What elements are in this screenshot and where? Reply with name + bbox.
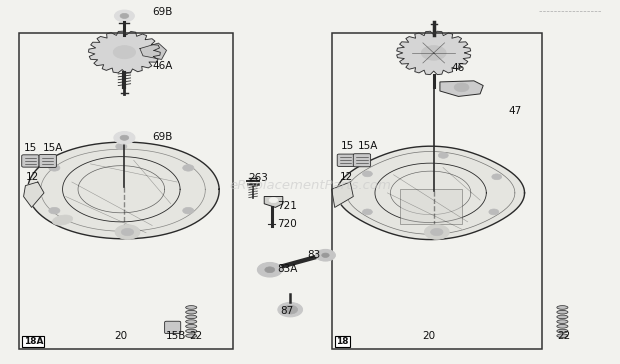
Circle shape <box>422 46 446 60</box>
Bar <box>332 33 542 349</box>
Text: 69B: 69B <box>153 132 172 142</box>
Circle shape <box>183 165 194 171</box>
Text: 15A: 15A <box>358 141 379 151</box>
Text: 15A: 15A <box>43 143 63 153</box>
Circle shape <box>426 228 436 234</box>
Circle shape <box>322 253 329 257</box>
Text: 721: 721 <box>277 201 297 210</box>
Circle shape <box>269 198 278 203</box>
Bar <box>19 33 232 349</box>
Circle shape <box>122 229 134 236</box>
Circle shape <box>49 207 60 214</box>
Ellipse shape <box>557 334 568 337</box>
Polygon shape <box>397 31 471 75</box>
Text: 22: 22 <box>557 331 570 341</box>
Polygon shape <box>28 142 219 239</box>
Ellipse shape <box>557 325 568 328</box>
FancyBboxPatch shape <box>39 154 56 167</box>
Text: 15: 15 <box>341 141 354 151</box>
Circle shape <box>427 226 448 238</box>
Circle shape <box>438 153 448 158</box>
Circle shape <box>114 132 135 144</box>
Ellipse shape <box>557 320 568 324</box>
Ellipse shape <box>185 306 197 309</box>
Text: 83A: 83A <box>277 264 298 274</box>
FancyBboxPatch shape <box>353 154 371 167</box>
Circle shape <box>492 174 502 180</box>
Polygon shape <box>89 31 161 73</box>
Text: 12: 12 <box>340 171 353 182</box>
Text: 720: 720 <box>277 219 297 229</box>
Circle shape <box>257 262 282 277</box>
Circle shape <box>265 267 275 273</box>
Text: 47: 47 <box>508 106 521 116</box>
Ellipse shape <box>185 320 197 324</box>
Polygon shape <box>440 81 483 96</box>
Circle shape <box>116 143 127 150</box>
Text: 18A: 18A <box>24 337 43 346</box>
FancyBboxPatch shape <box>22 155 39 167</box>
Circle shape <box>283 305 298 314</box>
FancyBboxPatch shape <box>337 154 355 166</box>
Ellipse shape <box>557 329 568 333</box>
Circle shape <box>425 225 449 239</box>
Circle shape <box>115 10 135 22</box>
Ellipse shape <box>557 310 568 314</box>
Ellipse shape <box>185 329 197 333</box>
Bar <box>400 189 461 224</box>
FancyBboxPatch shape <box>165 321 180 333</box>
Ellipse shape <box>185 325 197 328</box>
Text: 15B: 15B <box>166 331 186 341</box>
Ellipse shape <box>557 306 568 309</box>
Ellipse shape <box>53 215 73 225</box>
Ellipse shape <box>185 315 197 319</box>
Text: 46A: 46A <box>153 61 172 71</box>
Circle shape <box>363 209 373 215</box>
Text: 87: 87 <box>280 306 293 316</box>
Text: 20: 20 <box>114 331 127 341</box>
Circle shape <box>116 229 127 235</box>
Polygon shape <box>337 146 525 240</box>
Circle shape <box>117 226 139 238</box>
Circle shape <box>120 13 129 19</box>
Text: 46: 46 <box>451 63 464 73</box>
Circle shape <box>363 171 373 177</box>
Ellipse shape <box>557 315 568 319</box>
Ellipse shape <box>185 334 197 337</box>
Polygon shape <box>332 182 353 207</box>
Circle shape <box>115 225 140 239</box>
Text: 20: 20 <box>423 331 436 341</box>
Circle shape <box>278 302 303 317</box>
Circle shape <box>454 83 469 92</box>
Circle shape <box>489 209 499 215</box>
Polygon shape <box>264 197 283 207</box>
Text: 18: 18 <box>336 337 348 346</box>
Text: 69B: 69B <box>153 7 172 17</box>
Circle shape <box>431 229 443 236</box>
Circle shape <box>113 46 136 59</box>
Text: eReplacementParts.com: eReplacementParts.com <box>229 179 391 192</box>
Ellipse shape <box>185 310 197 314</box>
Text: 263: 263 <box>248 173 268 183</box>
Circle shape <box>120 135 129 140</box>
Circle shape <box>183 207 194 214</box>
Text: 83: 83 <box>307 250 320 260</box>
Polygon shape <box>24 182 44 207</box>
Text: 12: 12 <box>25 171 38 182</box>
Polygon shape <box>140 43 167 59</box>
Text: 15: 15 <box>24 143 37 153</box>
Circle shape <box>49 165 60 171</box>
Text: 22: 22 <box>189 331 203 341</box>
Circle shape <box>316 249 335 261</box>
